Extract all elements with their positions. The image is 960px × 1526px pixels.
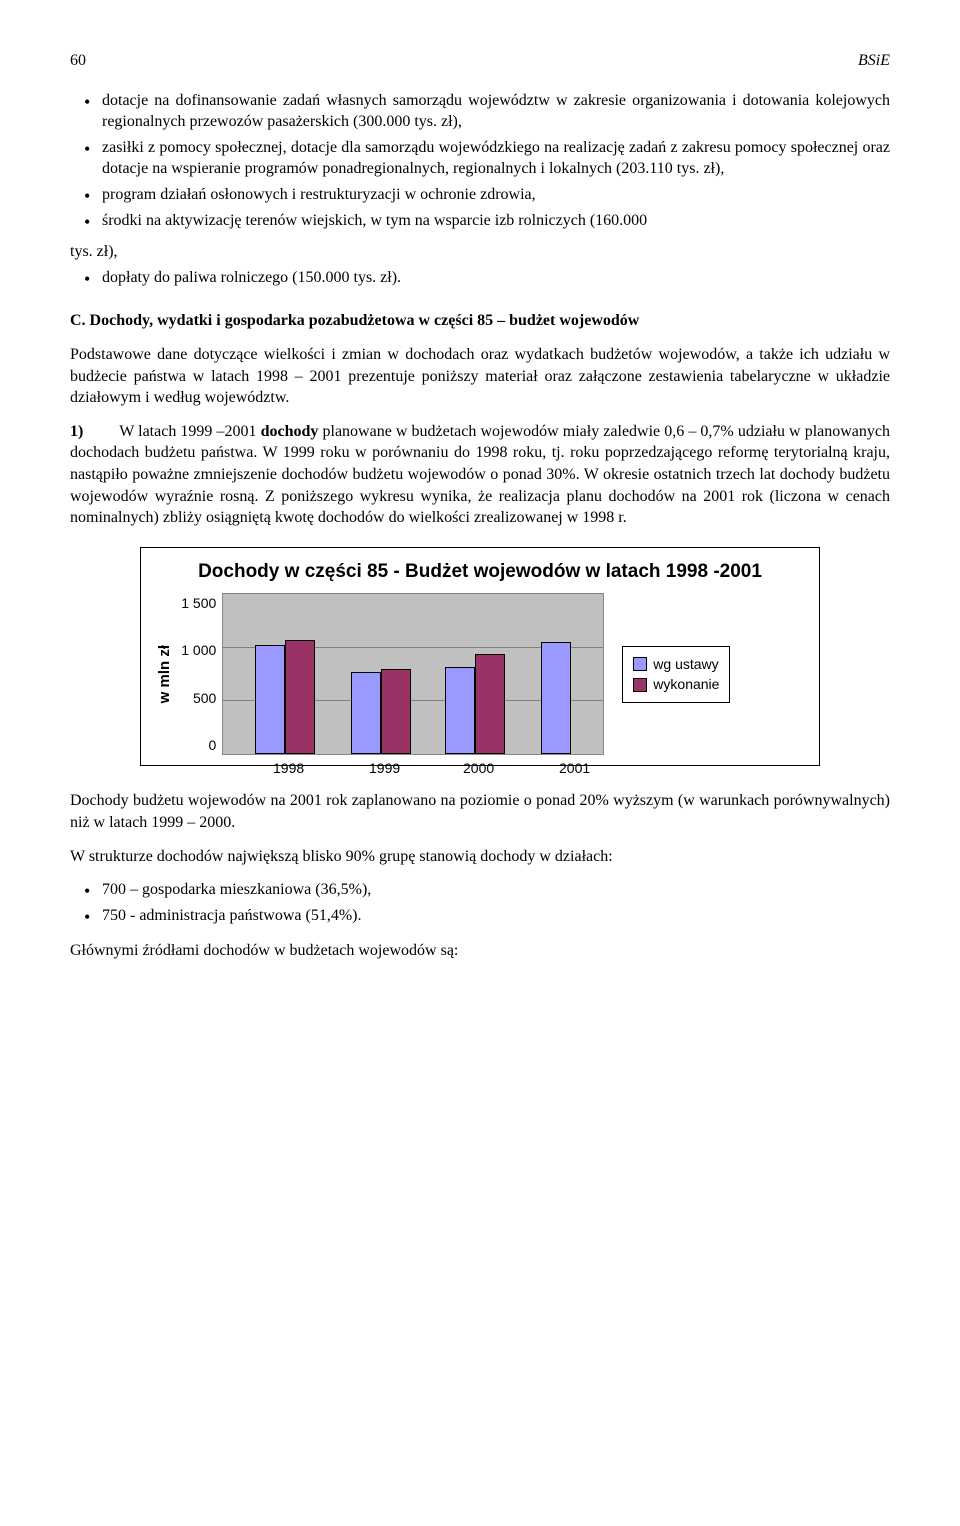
list-item: 750 - administracja państwowa (51,4%). [102,905,890,927]
chart-bar [255,645,285,755]
chart-bar [381,669,411,754]
bullet-list-bottom: 700 – gospodarka mieszkaniowa (36,5%), 7… [70,879,890,926]
legend-label: wg ustawy [653,655,718,674]
chart-bar [445,667,475,754]
chart-container: Dochody w części 85 - Budżet wojewodów w… [140,547,820,767]
text-span: W latach 1999 –2001 [119,423,260,440]
chart-bar [351,672,381,754]
y-tick: 1 500 [181,594,216,613]
legend-swatch [633,678,647,692]
list-item: dopłaty do paliwa rolniczego (150.000 ty… [102,267,890,289]
paragraph: Głównymi źródłami dochodów w budżetach w… [70,940,890,962]
list-item: 700 – gospodarka mieszkaniowa (36,5%), [102,879,890,901]
bullet-list-after: dopłaty do paliwa rolniczego (150.000 ty… [70,267,890,289]
list-item: program działań osłonowych i restruktury… [102,184,890,206]
paragraph: Podstawowe dane dotyczące wielkości i zm… [70,344,890,409]
legend-item: wg ustawy [633,655,719,674]
list-item: środki na aktywizację terenów wiejskich,… [102,210,890,232]
list-item: dotacje na dofinansowanie zadań własnych… [102,90,890,133]
bullet-list-top: dotacje na dofinansowanie zadań własnych… [70,90,890,232]
list-item: zasiłki z pomocy społecznej, dotacje dla… [102,137,890,180]
chart-y-axis-label: w mln zł [155,645,175,703]
y-tick: 1 000 [181,641,216,660]
paragraph: 1) W latach 1999 –2001 dochody planowane… [70,421,890,529]
y-tick: 0 [209,736,217,755]
chart-bar [285,640,315,754]
legend-item: wykonanie [633,675,719,694]
wrapped-line: tys. zł), [70,241,890,263]
legend-swatch [633,657,647,671]
list-number: 1) [70,423,83,440]
y-tick: 500 [193,689,216,708]
section-heading-c: C. Dochody, wydatki i gospodarka pozabud… [70,310,890,332]
paragraph: Dochody budżetu wojewodów na 2001 rok za… [70,790,890,833]
chart-legend: wg ustawy wykonanie [622,646,730,704]
chart-bar [541,642,571,754]
chart-y-ticks: 1 500 1 000 500 0 [181,594,222,754]
bold-term: dochody [261,423,319,440]
chart-bar [475,654,505,754]
chart-plot-area [222,593,604,755]
source-label: BSiE [858,50,890,72]
chart-title: Dochody w części 85 - Budżet wojewodów w… [155,560,805,584]
paragraph: W strukturze dochodów największą blisko … [70,846,890,868]
page-number: 60 [70,50,86,72]
legend-label: wykonanie [653,675,719,694]
